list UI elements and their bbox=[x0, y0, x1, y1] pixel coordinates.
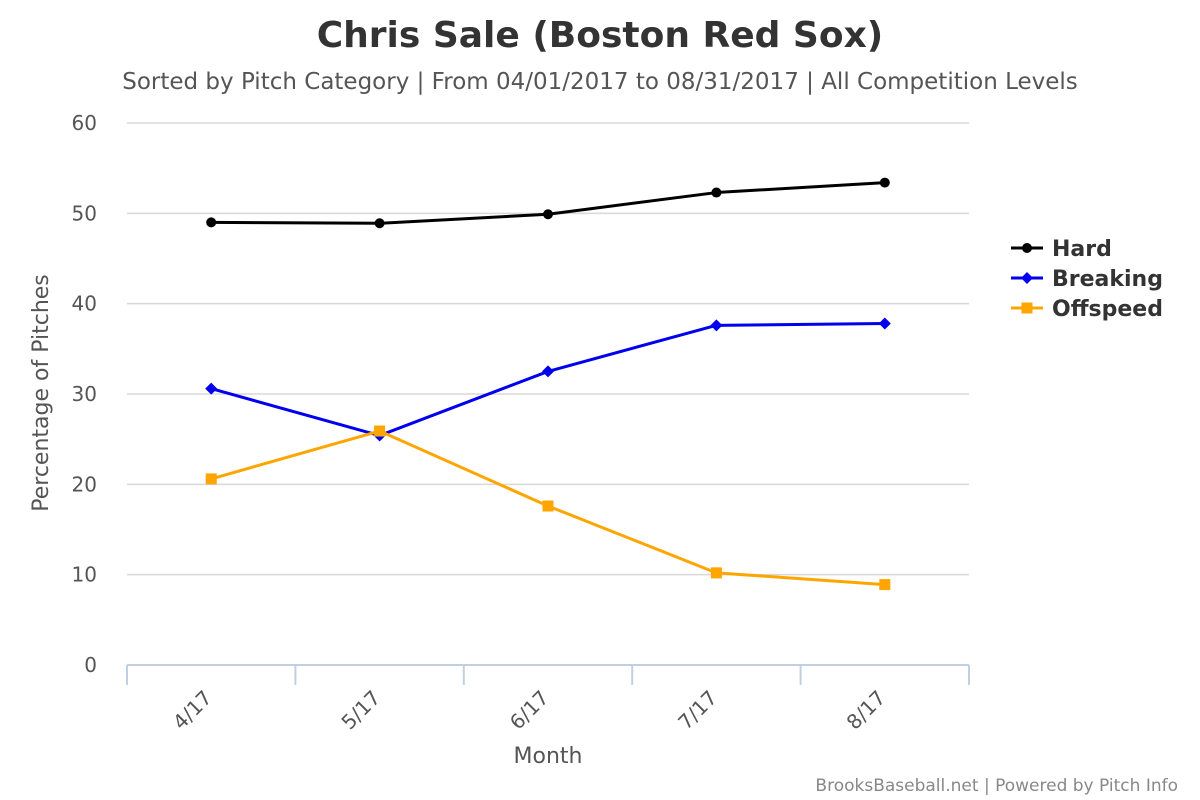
x-tick-label: 5/17 bbox=[336, 686, 385, 735]
data-point bbox=[543, 209, 553, 220]
legend-label: Hard bbox=[1052, 237, 1112, 262]
y-tick-label: 20 bbox=[72, 472, 97, 496]
data-point bbox=[710, 567, 722, 579]
x-tick-label: 6/17 bbox=[505, 686, 554, 735]
y-tick-label: 10 bbox=[72, 563, 97, 587]
data-point bbox=[711, 187, 722, 198]
legend-marker bbox=[1021, 272, 1033, 284]
data-point bbox=[879, 177, 890, 188]
data-point bbox=[374, 218, 385, 229]
data-point bbox=[205, 382, 218, 395]
y-axis-ticks: 0 10 20 30 40 50 60 bbox=[72, 111, 97, 677]
x-axis-title: Month bbox=[514, 744, 583, 769]
y-axis-title: Percentage of Pitches bbox=[29, 274, 54, 512]
x-axis: 4/17 5/17 6/17 7/17 8/17 bbox=[126, 664, 970, 735]
data-point bbox=[710, 319, 723, 332]
data-point bbox=[878, 317, 891, 330]
series-line bbox=[209, 322, 887, 438]
legend-marker bbox=[1021, 302, 1033, 314]
y-tick-label: 40 bbox=[72, 292, 97, 316]
data-point bbox=[206, 217, 217, 228]
data-point bbox=[374, 425, 386, 437]
series-lines bbox=[205, 177, 891, 591]
y-tick-label: 30 bbox=[72, 382, 97, 406]
series-hard bbox=[206, 177, 890, 229]
legend-item-offspeed[interactable]: Offspeed bbox=[1011, 297, 1163, 322]
y-tick-label: 50 bbox=[72, 201, 97, 225]
y-tick-label: 0 bbox=[84, 653, 97, 677]
legend: Hard Breaking Offspeed bbox=[1011, 237, 1163, 322]
x-tick-label: 8/17 bbox=[842, 686, 891, 735]
legend-label: Offspeed bbox=[1052, 297, 1163, 322]
series-breaking bbox=[205, 317, 891, 442]
data-point bbox=[542, 500, 554, 512]
data-point bbox=[879, 579, 891, 591]
x-tick-label: 4/17 bbox=[168, 686, 217, 735]
credit-text[interactable]: BrooksBaseball.net | Powered by Pitch In… bbox=[815, 776, 1178, 796]
legend-label: Breaking bbox=[1052, 267, 1163, 292]
y-tick-label: 60 bbox=[72, 111, 97, 135]
legend-marker bbox=[1022, 243, 1032, 253]
x-tick-label: 7/17 bbox=[673, 686, 722, 735]
legend-item-hard[interactable]: Hard bbox=[1011, 237, 1112, 262]
data-point bbox=[205, 473, 217, 485]
legend-item-breaking[interactable]: Breaking bbox=[1011, 267, 1163, 292]
data-point bbox=[542, 365, 554, 378]
chart-title: Chris Sale (Boston Red Sox) bbox=[317, 15, 884, 56]
series-offspeed bbox=[205, 425, 891, 591]
chart-subtitle: Sorted by Pitch Category | From 04/01/20… bbox=[122, 69, 1078, 95]
